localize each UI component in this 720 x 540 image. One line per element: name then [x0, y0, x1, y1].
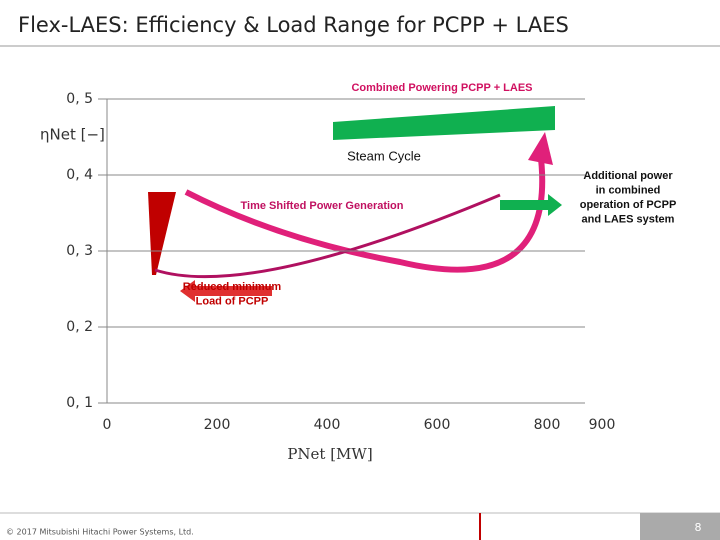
reduced-arrow — [180, 280, 272, 302]
annotation: Reduced minimum — [183, 281, 282, 293]
additional-arrow — [500, 194, 562, 216]
combined-area — [333, 106, 555, 140]
shift-arrow-lower — [154, 193, 501, 279]
x-tick-label: 900 — [589, 417, 616, 433]
x-axis-label: PNet [MW] — [287, 445, 372, 463]
x-tick-label: 800 — [534, 417, 561, 433]
reduced-area — [148, 192, 176, 275]
y-axis-label: ηNet [−] — [40, 126, 105, 144]
y-tick-label: 0, 3 — [66, 243, 93, 259]
annotation: Load of PCPP — [196, 295, 269, 307]
annotation: Steam Cycle — [347, 148, 421, 163]
annotation: and LAES system — [582, 213, 675, 225]
y-tick-label: 0, 5 — [66, 91, 93, 107]
annotation: Additional power — [583, 170, 673, 182]
x-tick-label: 200 — [204, 417, 231, 433]
annotation: Combined Powering PCPP + LAES — [351, 82, 532, 94]
shift-arrow — [184, 149, 546, 273]
page-box — [640, 513, 720, 540]
x-tick-label: 400 — [314, 417, 341, 433]
annotation: in combined — [596, 184, 661, 196]
annotation: Time Shifted Power Generation — [241, 200, 404, 212]
copyright: © 2017 Mitsubishi Hitachi Power Systems,… — [6, 528, 194, 537]
arrow-head — [528, 132, 553, 165]
x-tick-label: 0 — [103, 417, 112, 433]
slide-title: Flex-LAES: Efficiency & Load Range for P… — [18, 13, 569, 37]
annotation: operation of PCPP — [580, 199, 677, 211]
y-tick-label: 0, 2 — [66, 319, 93, 335]
x-tick-label: 600 — [424, 417, 451, 433]
y-tick-label: 0, 4 — [66, 167, 93, 183]
page-number: 8 — [695, 521, 702, 534]
y-tick-label: 0, 1 — [66, 395, 93, 411]
